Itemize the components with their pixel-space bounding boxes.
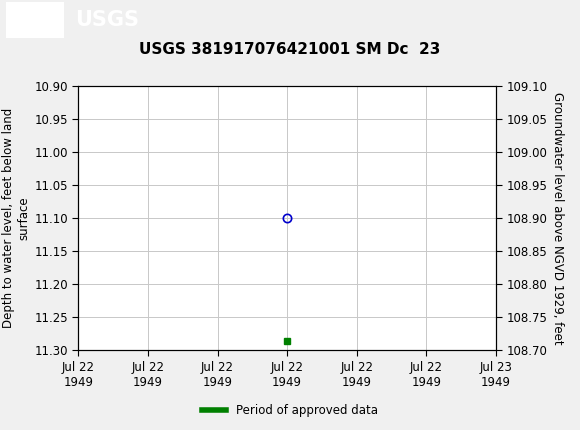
- Y-axis label: Depth to water level, feet below land
surface: Depth to water level, feet below land su…: [2, 108, 30, 329]
- Y-axis label: Groundwater level above NGVD 1929, feet: Groundwater level above NGVD 1929, feet: [551, 92, 564, 344]
- Text: USGS 381917076421001 SM Dc  23: USGS 381917076421001 SM Dc 23: [139, 42, 441, 57]
- Legend: Period of approved data: Period of approved data: [198, 399, 382, 422]
- Text: USGS: USGS: [75, 10, 139, 30]
- Bar: [6, 2, 64, 38]
